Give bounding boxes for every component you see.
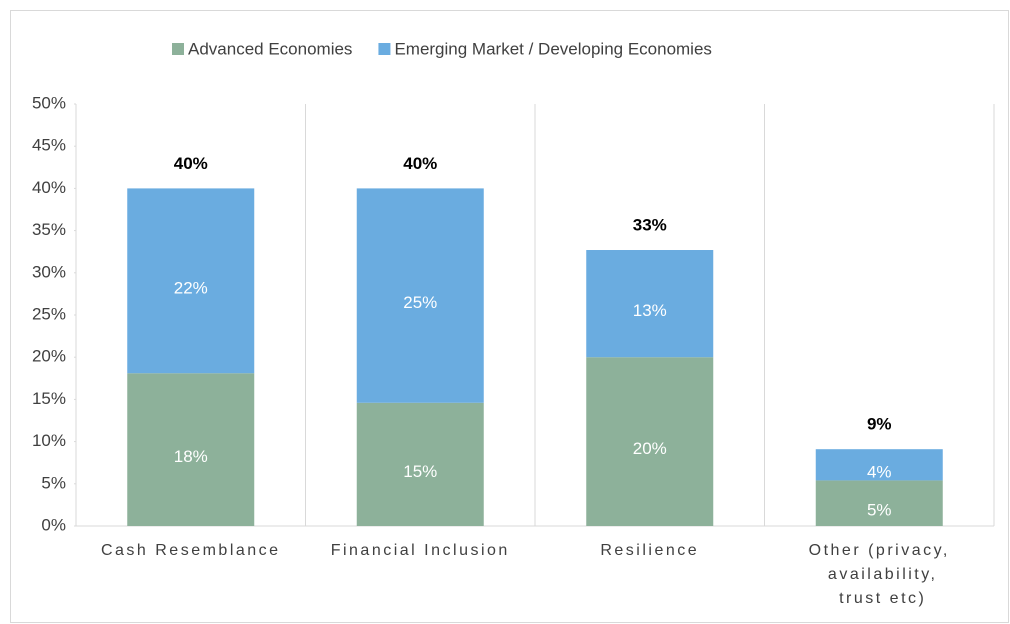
y-tick-label: 20%	[32, 347, 66, 366]
x-tick-label: Resilience	[600, 542, 699, 559]
total-label: 40%	[174, 154, 208, 173]
x-tick-label: Other (privacy, availability, trust etc)	[809, 542, 950, 607]
y-tick-label: 15%	[32, 389, 66, 408]
y-tick-label: 25%	[32, 304, 66, 323]
legend-label: Advanced Economies	[188, 39, 352, 58]
bar-segment	[127, 373, 255, 526]
total-label: 9%	[867, 415, 892, 434]
y-tick-label: 30%	[32, 262, 66, 281]
legend-swatch	[172, 43, 184, 55]
bar-segment	[815, 480, 943, 526]
y-tick-label: 50%	[32, 93, 66, 112]
segment-label: 18%	[174, 447, 208, 466]
segment-label: 13%	[633, 301, 667, 320]
total-label: 33%	[633, 215, 667, 234]
legend-label: Emerging Market / Developing Economies	[394, 39, 711, 58]
segment-label: 5%	[867, 501, 892, 520]
bar-segment	[356, 402, 484, 526]
y-tick-label: 0%	[41, 515, 66, 534]
x-tick-label: Cash Resemblance	[101, 542, 281, 559]
segment-label: 20%	[633, 439, 667, 458]
bar-segment	[815, 449, 943, 481]
y-tick-label: 45%	[32, 136, 66, 155]
y-tick-label: 40%	[32, 178, 66, 197]
bar-segment	[356, 188, 484, 403]
y-tick-label: 35%	[32, 220, 66, 239]
bar-segment	[127, 188, 255, 374]
bar-segment	[586, 357, 714, 526]
total-label: 40%	[403, 154, 437, 173]
y-tick-label: 5%	[41, 473, 66, 492]
x-tick-label: Financial Inclusion	[331, 542, 510, 559]
y-tick-label: 10%	[32, 431, 66, 450]
segment-label: 25%	[403, 293, 437, 312]
legend-swatch	[378, 43, 391, 55]
segment-label: 22%	[174, 278, 208, 297]
segment-label: 15%	[403, 462, 437, 481]
segment-label: 4%	[867, 462, 892, 481]
bar-segment	[586, 250, 714, 358]
